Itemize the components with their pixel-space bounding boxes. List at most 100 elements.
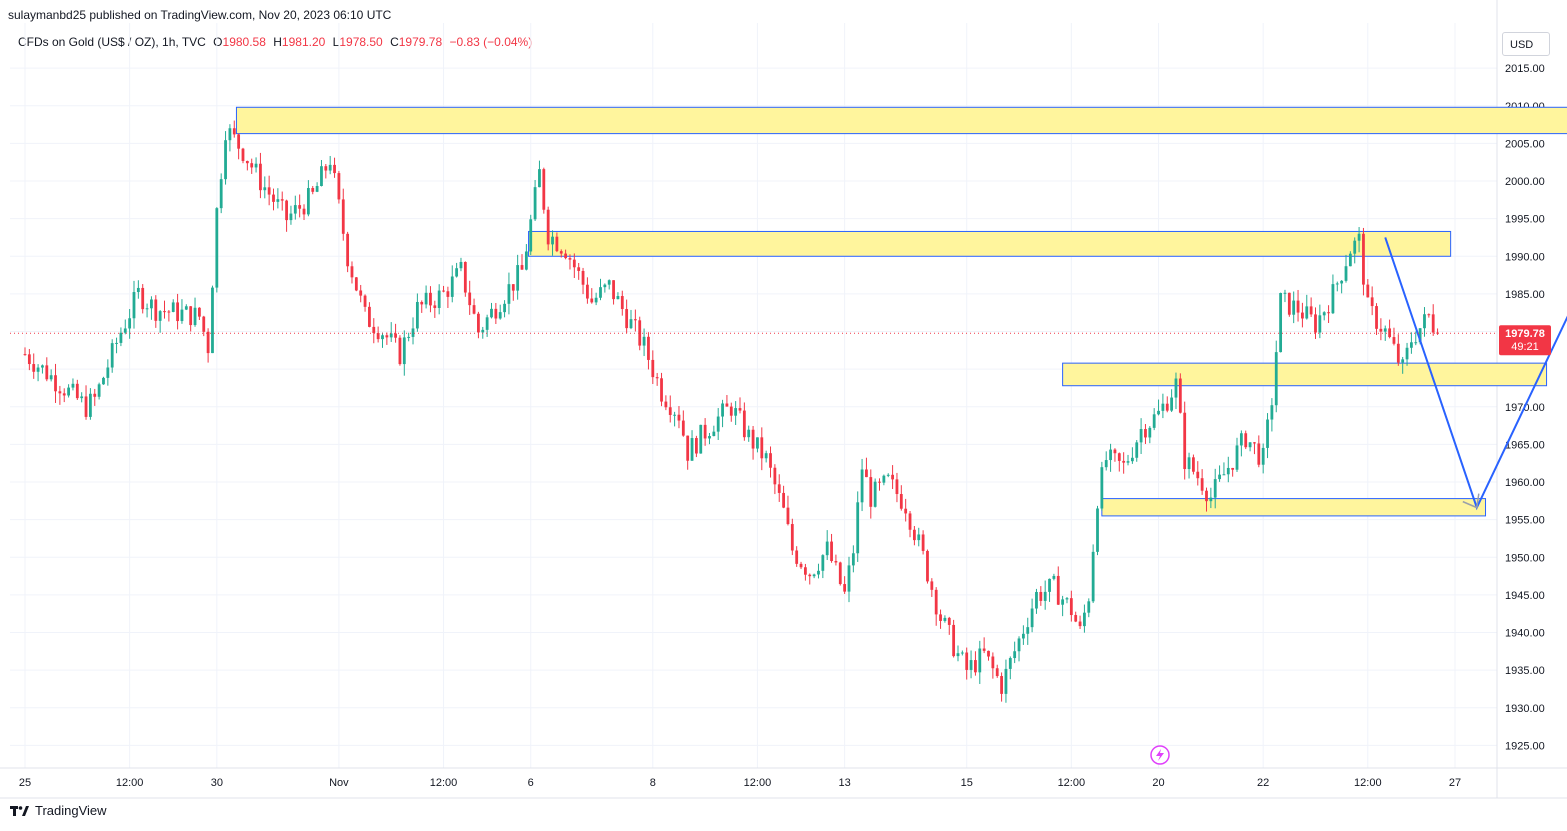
candle-body [1253,442,1256,444]
candle-body [1113,449,1117,454]
candle-body [433,305,437,308]
candle-body [647,336,650,360]
candle-body [285,200,288,221]
candle-body [1135,442,1139,458]
candle-body [1165,403,1169,411]
x-tick-label: 6 [528,777,534,789]
y-tick-label: 1930.00 [1505,703,1545,715]
candle-body [1383,328,1387,332]
candle-body [673,414,677,416]
candle-body [808,574,812,577]
candle-body [917,534,921,541]
y-tick-label: 1940.00 [1505,628,1545,640]
candle-body [786,507,790,525]
candle-body [228,128,232,141]
candle-body [180,309,184,322]
candle-body [568,258,572,260]
candle-body [1117,453,1121,461]
candle-body [1375,306,1378,329]
candle-body [359,290,363,296]
candle-body [577,267,581,271]
candle-body [259,163,262,191]
resistance-support-zone [528,230,1452,257]
candle-body [1205,490,1208,502]
candle-body [812,574,816,577]
candle-body [468,292,472,306]
candle-body [1152,414,1156,428]
candle-body [965,652,969,670]
candle-body [987,650,990,657]
candle-body [538,169,541,188]
close-value: 1979.78 [398,35,443,49]
lightning-event-icon[interactable] [1150,745,1170,765]
candle-body [524,251,528,270]
candle-body [586,284,589,299]
candle-body [1270,405,1274,420]
candle-body [1026,627,1030,634]
candle-body [542,169,546,210]
candle-body [1379,328,1383,332]
candle-body [1222,474,1226,476]
candle-body [612,280,615,300]
candle-body [934,589,938,615]
candle-body [58,391,62,394]
candle-body [882,475,886,483]
publisher-header: sulaymanbd25 published on TradingView.co… [8,8,392,22]
currency-selector[interactable]: USD [1502,32,1550,56]
candle-body [167,311,171,313]
candle-body [411,328,415,337]
candle-body [668,407,672,415]
candle-body [1327,312,1330,314]
candle-body [721,403,724,417]
candle-body [1340,280,1344,284]
candle-body [450,276,454,297]
candle-body [272,194,275,202]
candle-body [1174,378,1178,398]
candle-body [982,648,986,651]
candle-body [385,335,389,338]
tradingview-logo-icon [10,805,29,816]
candle-body [1144,429,1147,438]
candle-body [1418,328,1422,343]
resistance-support-zone [235,106,1567,135]
candle-body [62,393,66,396]
candle-body [302,208,306,215]
candle-body [529,219,533,252]
candle-body [354,277,358,291]
candle-body [206,331,210,354]
candle-body [633,319,637,321]
candle-body [1065,598,1069,600]
candle-body [315,186,319,192]
candle-body [298,205,302,209]
candle-body [132,292,136,319]
x-tick-label: Nov [329,777,349,789]
high-label: H [273,35,282,49]
candle-body [1410,342,1413,348]
open-value: 1980.58 [222,35,266,49]
candle-body [930,581,934,590]
candle-body [219,179,223,209]
candle-body [642,336,646,346]
candle-body [599,287,602,298]
candle-body [838,562,842,585]
candle-body [123,328,127,333]
candle-body [1209,497,1213,502]
y-tick-label: 2000.00 [1505,176,1545,188]
candle-body [660,378,663,402]
candle-body [1187,457,1191,470]
candle-body [1078,621,1082,627]
candle-body [681,420,685,436]
candle-body [1161,403,1165,411]
candle-body [751,429,755,449]
candle-body [1353,240,1357,254]
candle-body [947,617,951,625]
candle-body [350,266,354,278]
candle-body [84,396,88,417]
candle-body [843,584,847,592]
candle-body [1239,433,1243,446]
candle-body [1357,233,1361,241]
candle-body [677,414,681,421]
candle-body [878,481,881,483]
candle-body [88,393,92,417]
